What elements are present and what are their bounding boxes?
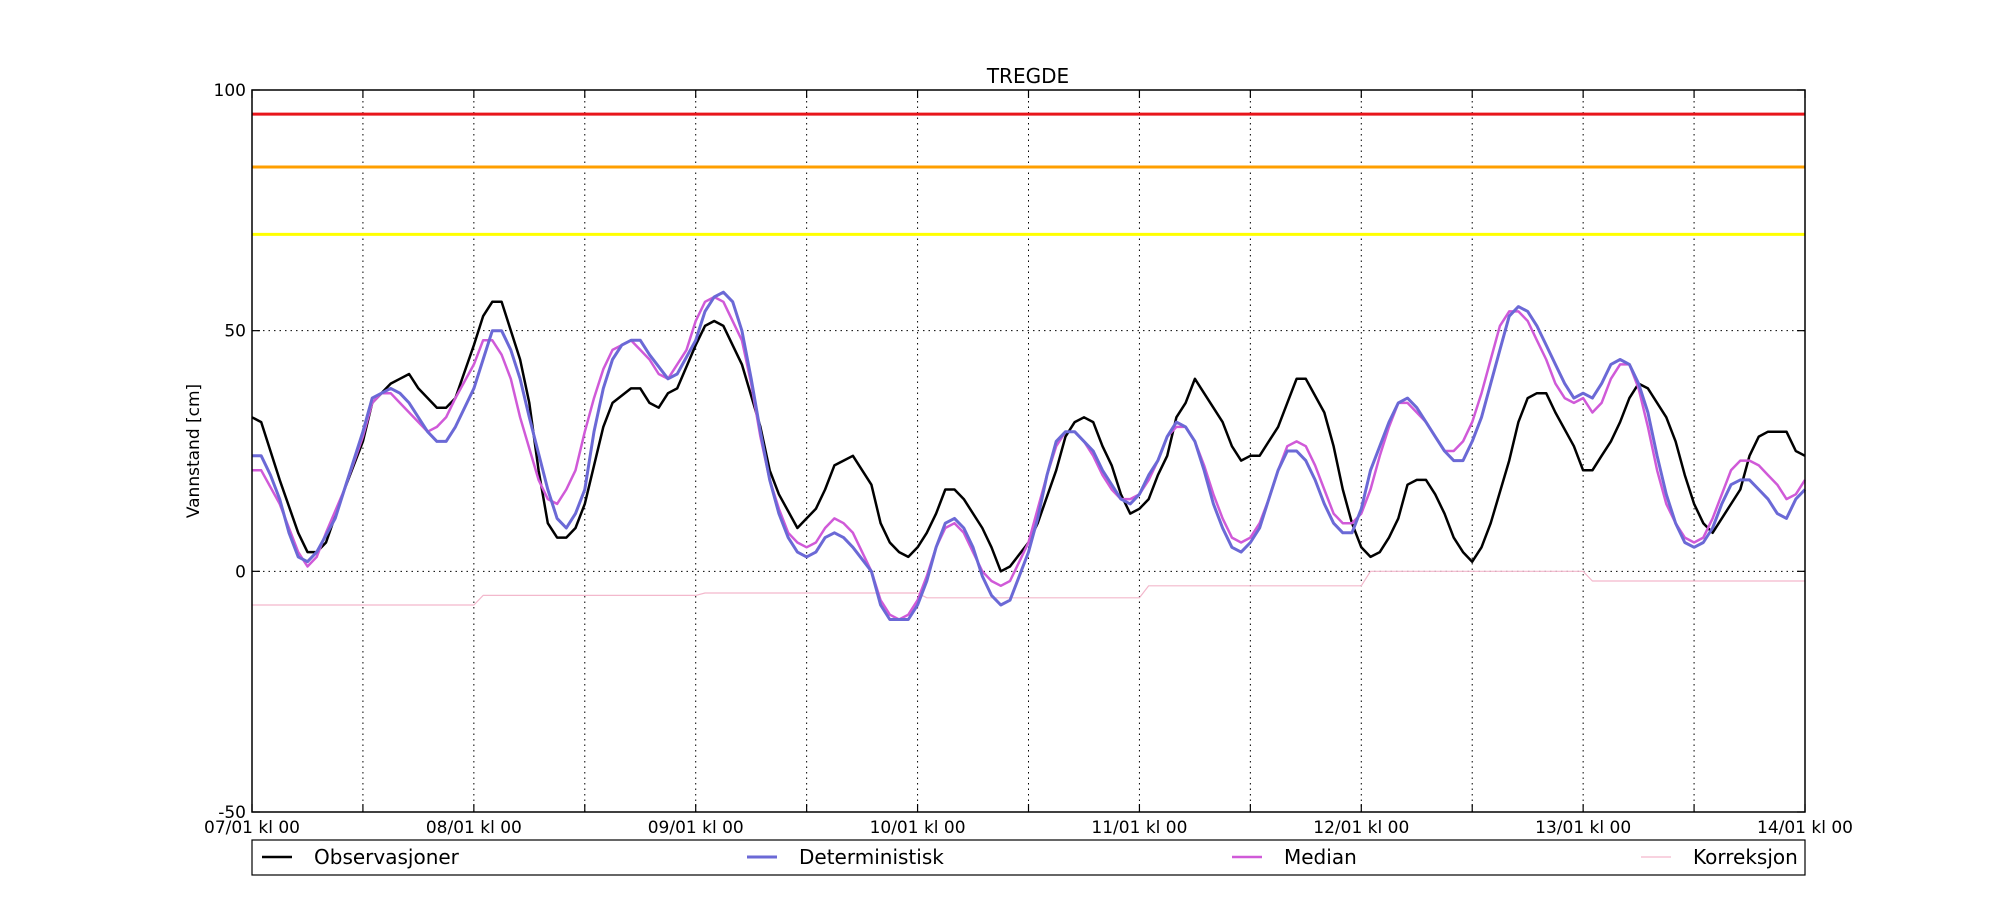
series-line-observasjoner bbox=[251, 300, 1806, 573]
x-tick-label: 11/01 kl 00 bbox=[1091, 818, 1187, 838]
series-line-deterministisk bbox=[252, 290, 1807, 621]
legend-label-observasjoner: Observasjoner bbox=[314, 845, 460, 869]
chart-title: TREGDE bbox=[986, 64, 1069, 88]
x-tick-label: 12/01 kl 00 bbox=[1313, 818, 1409, 838]
x-tick-label: 13/01 kl 00 bbox=[1535, 818, 1631, 838]
y-axis-label: Vannstand [cm] bbox=[184, 384, 204, 518]
legend-label-deterministisk: Deterministisk bbox=[799, 845, 944, 869]
legend-label-median: Median bbox=[1284, 845, 1357, 869]
legend-label-korreksjon: Korreksjon bbox=[1693, 845, 1798, 869]
y-tick-label: -50 bbox=[218, 803, 246, 823]
legend-frame bbox=[251, 839, 1806, 876]
threshold-lines bbox=[252, 112, 1805, 236]
y-tick-label: 100 bbox=[214, 81, 246, 101]
x-tick-label: 14/01 kl 00 bbox=[1757, 818, 1853, 838]
legend: Observasjoner Deterministisk Median Korreks… bbox=[251, 839, 1806, 876]
y-tick-label: 50 bbox=[224, 322, 246, 342]
axis-ticks: -50 0 50 100 07/01 kl 00 08/01 kl 00 09/01 kl … bbox=[204, 81, 1853, 838]
x-tick-label: 10/01 kl 00 bbox=[870, 818, 966, 838]
x-tick-label: 08/01 kl 00 bbox=[426, 818, 522, 838]
x-tick-label: 09/01 kl 00 bbox=[648, 818, 744, 838]
x-tick-label: 07/01 kl 00 bbox=[204, 818, 300, 838]
series-line-korreksjon bbox=[252, 570, 1805, 606]
y-tick-label: 0 bbox=[235, 562, 246, 582]
series-lines bbox=[251, 290, 1807, 621]
